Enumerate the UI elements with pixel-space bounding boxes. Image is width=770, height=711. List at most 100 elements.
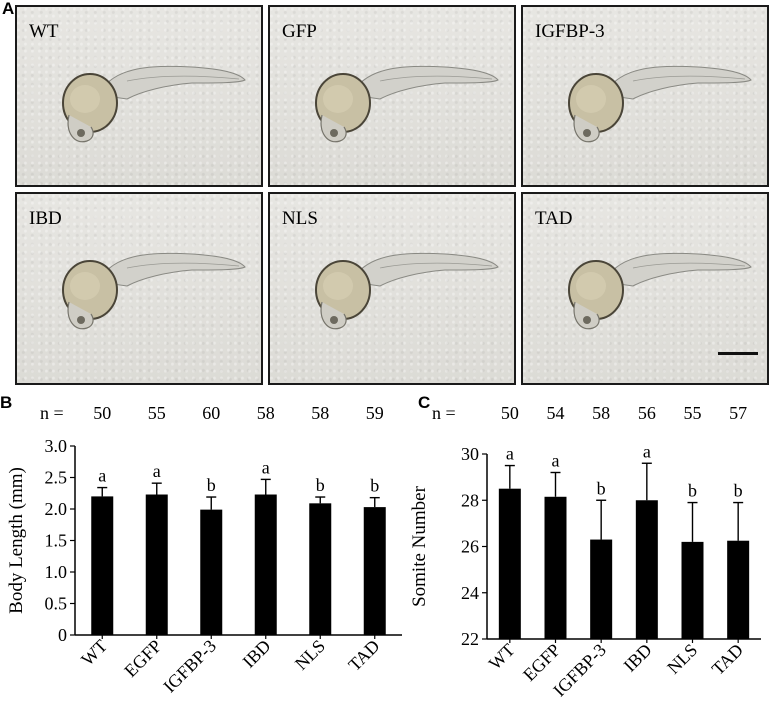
embryo-tail bbox=[604, 65, 752, 100]
n-value-label: 59 bbox=[366, 403, 384, 423]
embryo-eye bbox=[583, 316, 591, 324]
embryo-head bbox=[573, 114, 600, 143]
embryo-image-gfp: GFP bbox=[268, 5, 516, 187]
bar bbox=[590, 539, 613, 639]
y-tick-label: 22 bbox=[461, 629, 479, 649]
embryo-eye bbox=[77, 316, 85, 324]
x-tick-label: NLS bbox=[663, 640, 701, 678]
embryo-eye bbox=[330, 316, 338, 324]
body-length-chart: 0 0.5 1.0 1.5 2.0 2.5 3.0 Body Length (mm) n = a 5… bbox=[6, 403, 402, 697]
bar bbox=[309, 503, 332, 635]
bar bbox=[254, 494, 277, 635]
bar bbox=[681, 541, 704, 639]
image-label: GFP bbox=[282, 21, 317, 42]
embryo-drawing bbox=[62, 65, 246, 143]
significance-letter: a bbox=[552, 451, 560, 471]
n-value-label: 50 bbox=[93, 403, 111, 423]
bar bbox=[498, 488, 521, 639]
notochord-line bbox=[632, 262, 746, 269]
image-label: TAD bbox=[535, 208, 573, 229]
significance-letter: b bbox=[370, 476, 379, 496]
embryo-image-ibd: IBD bbox=[15, 192, 263, 385]
bar bbox=[363, 507, 386, 635]
bar bbox=[91, 496, 114, 635]
embryo-tail bbox=[351, 65, 499, 100]
significance-letter: a bbox=[506, 444, 514, 464]
embryo-drawing bbox=[62, 252, 246, 330]
x-tick-label: IBD bbox=[239, 636, 275, 672]
embryo-drawing bbox=[315, 65, 499, 143]
embryo-tail bbox=[604, 252, 752, 287]
embryo-tail bbox=[351, 252, 499, 287]
x-tick-label: TAD bbox=[344, 636, 383, 675]
significance-letter: b bbox=[688, 481, 697, 501]
y-tick-label: 24 bbox=[461, 583, 479, 603]
embryo-head bbox=[320, 301, 347, 330]
embryo-image-igfbp3: IGFBP-3 bbox=[521, 5, 769, 187]
yolk-highlight bbox=[576, 85, 606, 113]
notochord-line bbox=[379, 75, 493, 82]
significance-letter: b bbox=[597, 478, 606, 498]
n-value-label: 57 bbox=[729, 403, 747, 423]
x-tick-label: IBD bbox=[620, 640, 656, 676]
significance-letter: b bbox=[207, 475, 216, 495]
embryo-tail bbox=[98, 65, 246, 100]
panel-c-letter: C bbox=[418, 393, 431, 412]
y-tick-label: 2.0 bbox=[45, 499, 68, 519]
y-tick-label: 1.0 bbox=[45, 562, 68, 582]
n-value-label: 55 bbox=[684, 403, 702, 423]
embryo-image-tad: TAD bbox=[521, 192, 769, 385]
embryo-image-wt: WT bbox=[15, 5, 263, 187]
embryo-head bbox=[67, 114, 94, 143]
n-value-label: 58 bbox=[311, 403, 329, 423]
x-tick-label: WT bbox=[485, 640, 519, 674]
significance-letter: a bbox=[643, 441, 651, 461]
bar bbox=[544, 496, 567, 639]
n-value-label: 58 bbox=[257, 403, 275, 423]
embryo-drawing bbox=[568, 65, 752, 143]
x-tick-label: EGFP bbox=[120, 636, 165, 681]
y-tick-label: 2.5 bbox=[45, 468, 68, 488]
y-axis-label: Body Length (mm) bbox=[6, 467, 27, 614]
bar bbox=[200, 509, 223, 635]
yolk-highlight bbox=[70, 85, 100, 113]
significance-letter: b bbox=[316, 475, 325, 495]
n-prefix-label: n = bbox=[40, 403, 64, 423]
panel-b-letter: B bbox=[0, 393, 13, 412]
y-tick-label: 26 bbox=[461, 537, 479, 557]
bar bbox=[727, 540, 750, 639]
image-label: IGFBP-3 bbox=[535, 21, 605, 42]
image-label: WT bbox=[29, 21, 59, 42]
x-tick-label: WT bbox=[77, 636, 111, 670]
embryo-head bbox=[67, 301, 94, 330]
bar bbox=[145, 494, 168, 635]
embryo-eye bbox=[583, 129, 591, 137]
yolk-highlight bbox=[70, 272, 100, 300]
panel-a-letter: A bbox=[2, 0, 15, 18]
embryo-head bbox=[573, 301, 600, 330]
y-tick-label: 28 bbox=[461, 490, 479, 510]
significance-letter: a bbox=[262, 457, 270, 477]
n-value-label: 55 bbox=[148, 403, 166, 423]
notochord-line bbox=[379, 262, 493, 269]
bar bbox=[635, 500, 658, 639]
n-value-label: 54 bbox=[547, 403, 565, 423]
significance-letter: a bbox=[153, 461, 161, 481]
image-label: IBD bbox=[29, 208, 62, 229]
n-value-label: 50 bbox=[501, 403, 519, 423]
n-prefix-label: n = bbox=[432, 403, 456, 423]
embryo-tail bbox=[98, 252, 246, 287]
y-axis-label: Somite Number bbox=[409, 485, 430, 607]
yolk-highlight bbox=[323, 272, 353, 300]
x-tick-label: TAD bbox=[708, 640, 747, 679]
n-value-label: 58 bbox=[592, 403, 610, 423]
y-tick-label: 0.5 bbox=[45, 594, 68, 614]
notochord-line bbox=[126, 262, 240, 269]
x-tick-label: IGFBP-3 bbox=[159, 636, 220, 697]
y-tick-label: 1.5 bbox=[45, 531, 68, 551]
notochord-line bbox=[632, 75, 746, 82]
x-tick-label: NLS bbox=[291, 636, 329, 674]
significance-letter: b bbox=[734, 481, 743, 501]
y-tick-label: 30 bbox=[461, 444, 479, 464]
